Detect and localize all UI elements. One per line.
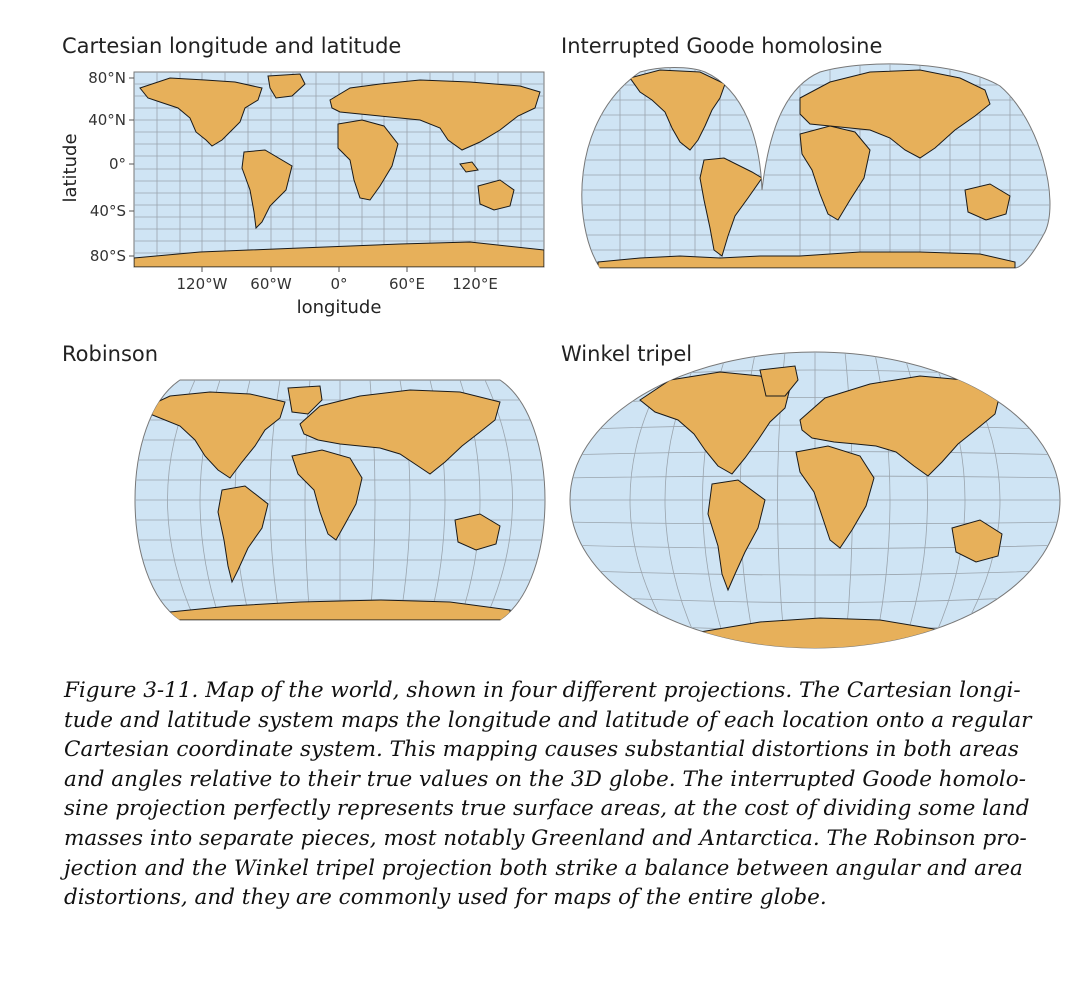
caption-line: and angles relative to their true values… bbox=[64, 766, 1026, 792]
x-tick-0: 0° bbox=[330, 275, 347, 293]
winkel-land bbox=[639, 365, 1003, 648]
x-tick-60e: 60°E bbox=[389, 275, 425, 293]
eurasia bbox=[329, 79, 541, 151]
x-axis-title: longitude bbox=[297, 297, 382, 318]
greenland bbox=[267, 73, 306, 99]
goode-antarctica bbox=[597, 251, 1016, 269]
caption-line: tude and latitude system maps the longit… bbox=[64, 707, 1032, 733]
cartesian-map: 80°N 40°N 0° 40°S 80°S 120°W 60°W 0° 60°… bbox=[60, 69, 545, 318]
robinson-north-america bbox=[138, 391, 286, 479]
robinson-australia bbox=[454, 513, 501, 551]
caption-line: jection and the Winkel tripel projection… bbox=[64, 855, 1023, 881]
south-america bbox=[241, 149, 293, 230]
robinson-antarctica bbox=[169, 599, 511, 620]
cartesian-land bbox=[134, 73, 544, 267]
caption-line: distortions, and they are commonly used … bbox=[64, 885, 827, 911]
figure-maps: 80°N 40°N 0° 40°S 80°S 120°W 60°W 0° 60°… bbox=[60, 63, 1061, 649]
x-tick-120w: 120°W bbox=[177, 275, 228, 293]
figure-caption: Figure 3-11. Map of the world, shown in … bbox=[64, 676, 1032, 913]
winkel-south-america bbox=[707, 479, 766, 592]
cartesian-tick-marks bbox=[129, 77, 476, 272]
caption-line: Cartesian coordinate system. This mappin… bbox=[64, 737, 1019, 763]
y-tick-80n: 80°N bbox=[88, 69, 126, 87]
indonesia bbox=[459, 161, 479, 173]
winkel-map bbox=[569, 351, 1061, 649]
robinson-title: Robinson bbox=[62, 342, 159, 366]
goode-australia bbox=[964, 183, 1011, 221]
winkel-australia bbox=[951, 519, 1003, 563]
y-axis-title: latitude bbox=[60, 133, 81, 202]
y-tick-80s: 80°S bbox=[90, 247, 126, 265]
x-tick-60w: 60°W bbox=[250, 275, 292, 293]
winkel-africa bbox=[795, 445, 875, 549]
robinson-land bbox=[138, 385, 511, 620]
australia bbox=[477, 179, 515, 211]
goode-land bbox=[597, 69, 1016, 269]
caption-line: Figure 3-11. Map of the world, shown in … bbox=[64, 678, 1021, 703]
robinson-map bbox=[134, 379, 546, 621]
antarctica bbox=[134, 241, 544, 267]
robinson-africa bbox=[291, 449, 363, 541]
goode-north-america bbox=[629, 69, 726, 151]
caption-line: sine projection perfectly represents tru… bbox=[64, 796, 1030, 822]
winkel-graticule bbox=[570, 352, 1060, 648]
north-america bbox=[139, 77, 263, 147]
robinson-eurasia bbox=[299, 389, 501, 475]
goode-africa bbox=[799, 125, 871, 221]
x-tick-120e: 120°E bbox=[452, 275, 498, 293]
winkel-eurasia bbox=[799, 375, 1001, 477]
goode-south-america bbox=[699, 157, 763, 257]
robinson-greenland bbox=[287, 385, 323, 415]
y-tick-0: 0° bbox=[109, 155, 126, 173]
y-tick-40s: 40°S bbox=[90, 202, 126, 220]
winkel-title: Winkel tripel bbox=[561, 342, 693, 366]
winkel-north-america bbox=[639, 371, 791, 475]
africa bbox=[337, 119, 399, 201]
y-tick-40n: 40°N bbox=[88, 111, 126, 129]
winkel-greenland bbox=[759, 365, 799, 397]
goode-title: Interrupted Goode homolosine bbox=[561, 34, 883, 58]
robinson-south-america bbox=[217, 485, 269, 584]
caption-line: masses into separate pieces, most notabl… bbox=[64, 825, 1027, 851]
cartesian-title: Cartesian longitude and latitude bbox=[62, 34, 402, 58]
goode-map bbox=[581, 63, 1051, 269]
